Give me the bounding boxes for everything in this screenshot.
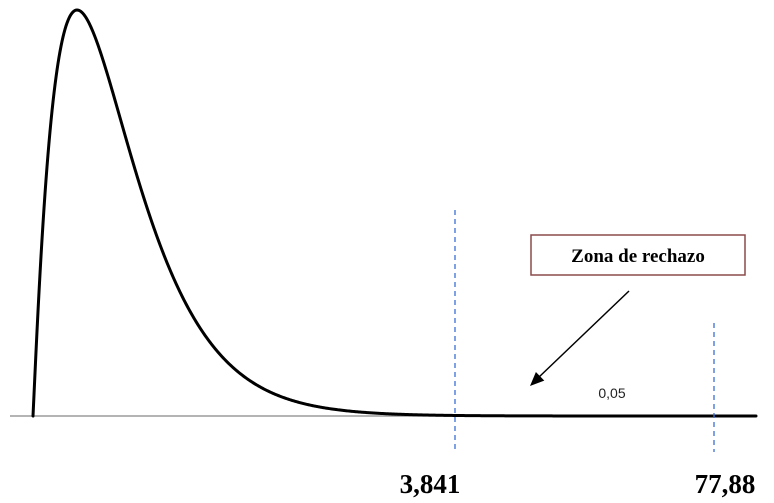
tick-label-critical-value: 3,841 — [400, 469, 461, 499]
tick-label-test-statistic: 77,88 — [695, 469, 756, 499]
callout-arrow-head — [530, 372, 545, 386]
area-label: 0,05 — [598, 385, 625, 401]
callout-box — [530, 234, 746, 276]
density-curve — [31, 8, 758, 418]
callout-arrow — [537, 290, 630, 379]
callout-label: Zona de rechazo — [571, 246, 705, 267]
